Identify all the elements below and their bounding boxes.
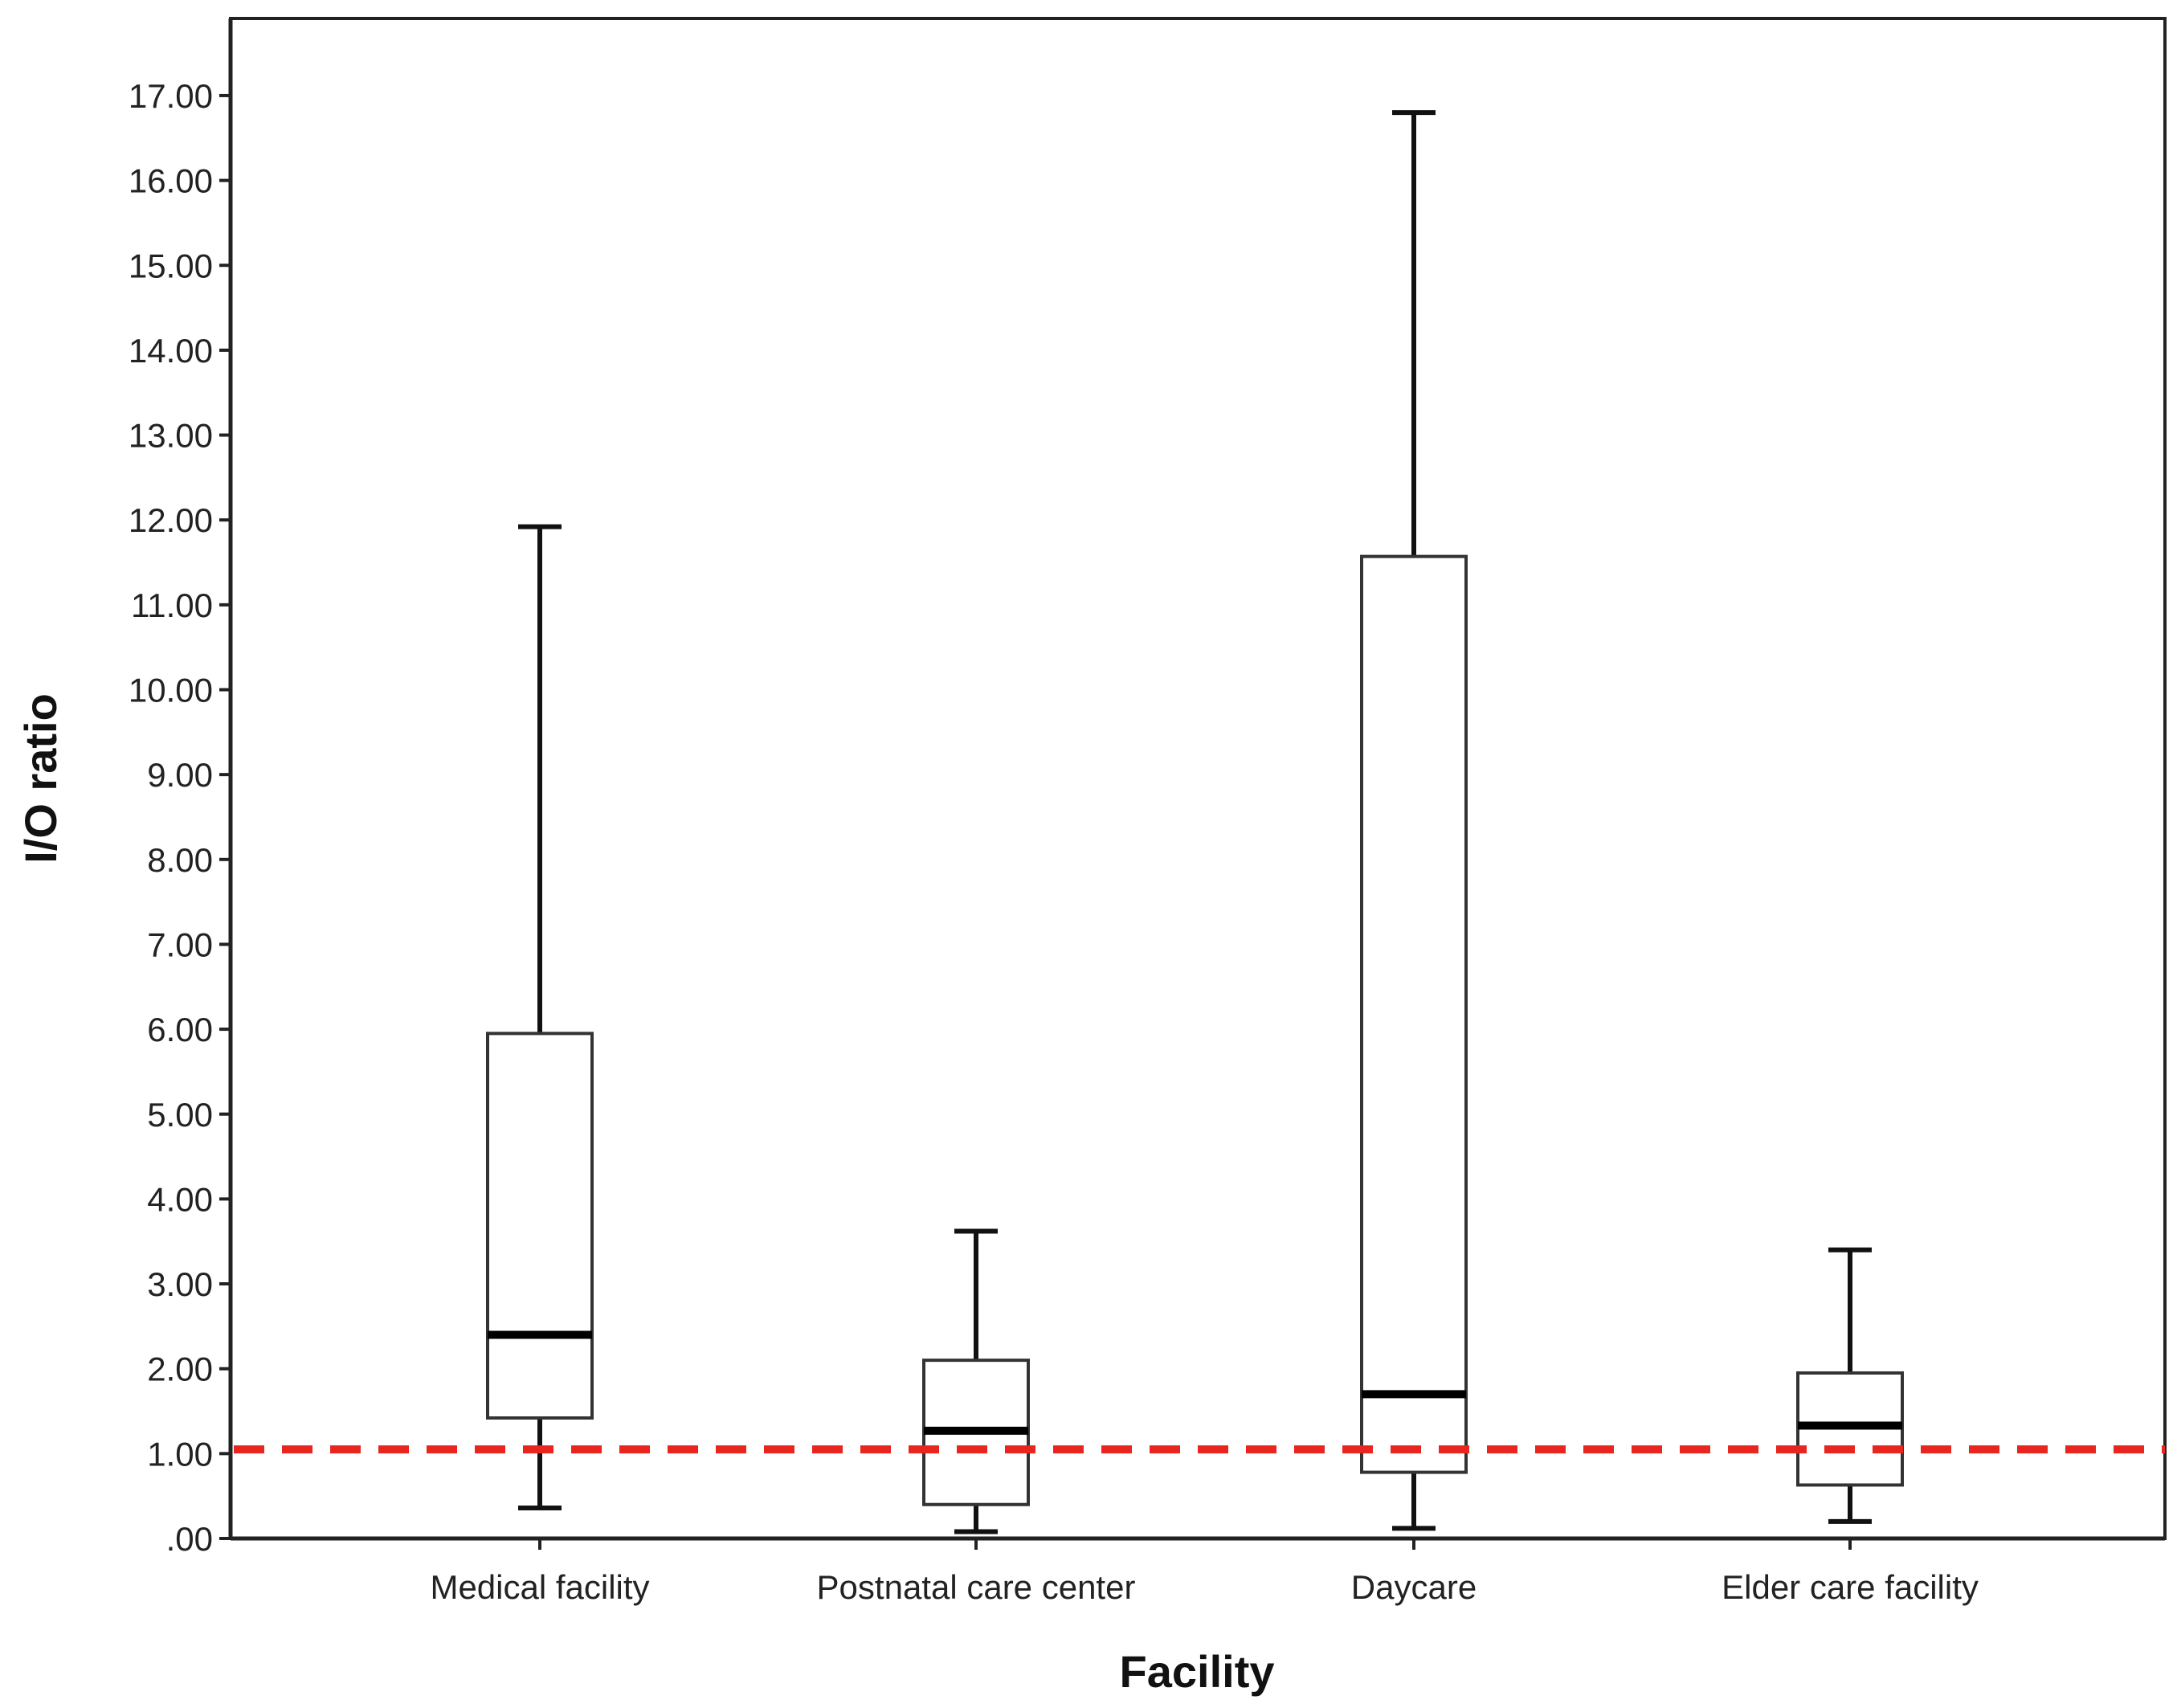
y-tick-label: 14.00 bbox=[129, 332, 213, 370]
y-tick-label: 6.00 bbox=[147, 1011, 213, 1048]
y-tick-label: 5.00 bbox=[147, 1096, 213, 1134]
y-axis-title: I/O ratio bbox=[15, 693, 66, 864]
y-tick-label: 16.00 bbox=[129, 162, 213, 200]
y-tick-label: 2.00 bbox=[147, 1350, 213, 1388]
box-group bbox=[1796, 1247, 1904, 1524]
y-tick-label: 7.00 bbox=[147, 926, 213, 963]
x-tick-label: Elder care facility bbox=[1722, 1568, 1979, 1606]
y-tick-label: 10.00 bbox=[129, 672, 213, 709]
box-series bbox=[486, 110, 1904, 1534]
x-tick-label: Postnatal care center bbox=[817, 1568, 1136, 1606]
box-group bbox=[486, 524, 594, 1510]
y-axis-ticks: .00 1.00 2.00 3.00 4.00 5.00 6.00 7.00 8.00 9.00 1… bbox=[129, 77, 231, 1558]
y-tick-label: 11.00 bbox=[131, 586, 213, 624]
y-tick-label: 9.00 bbox=[147, 756, 213, 794]
y-tick-label: 1.00 bbox=[147, 1435, 213, 1473]
y-tick-label: .00 bbox=[166, 1520, 213, 1558]
x-tick-label: Daycare bbox=[1351, 1568, 1477, 1606]
x-tick-label: Medical facility bbox=[430, 1568, 649, 1606]
x-axis-title: Facility bbox=[1120, 1646, 1275, 1697]
y-tick-label: 13.00 bbox=[129, 417, 213, 455]
y-tick-label: 15.00 bbox=[129, 247, 213, 284]
x-axis-ticks: Medical facility Postnatal care center Day… bbox=[430, 1538, 1979, 1606]
y-tick-label: 8.00 bbox=[147, 841, 213, 879]
iqr-box bbox=[1360, 554, 1468, 1474]
y-tick-label: 3.00 bbox=[147, 1265, 213, 1303]
box-group bbox=[922, 1228, 1030, 1534]
y-tick-label: 17.00 bbox=[129, 77, 213, 115]
y-tick-label: 4.00 bbox=[147, 1180, 213, 1218]
y-tick-label: 12.00 bbox=[129, 501, 213, 539]
iqr-box bbox=[486, 1032, 594, 1420]
box-group bbox=[1360, 110, 1468, 1531]
